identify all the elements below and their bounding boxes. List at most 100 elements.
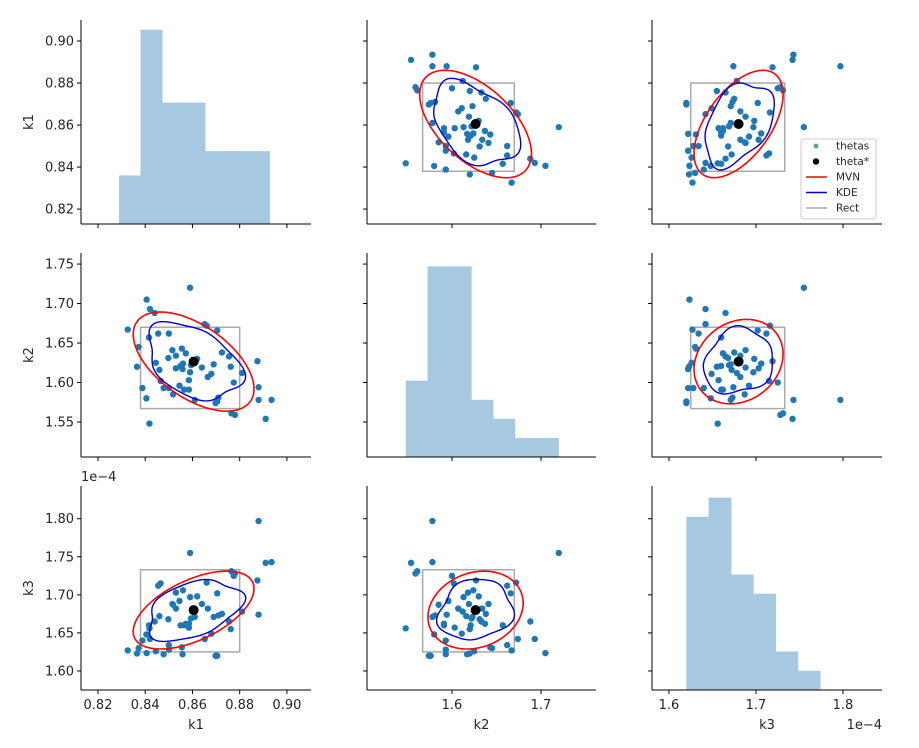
theta-point xyxy=(691,169,699,177)
theta-point xyxy=(203,579,210,586)
hist-bar xyxy=(119,175,142,224)
theta-point xyxy=(727,119,734,127)
theta-point xyxy=(186,369,194,376)
theta-point xyxy=(469,613,476,621)
theta-point xyxy=(124,647,131,654)
theta-point xyxy=(466,87,473,95)
hist-bar xyxy=(405,380,429,457)
plot-area xyxy=(402,517,562,659)
hist-bar xyxy=(226,151,249,224)
theta-point xyxy=(427,99,434,107)
theta-star-point xyxy=(188,356,199,367)
theta-point xyxy=(684,147,692,154)
theta-star-point xyxy=(470,605,481,616)
kde-contour xyxy=(704,82,775,171)
theta-point xyxy=(790,396,797,404)
theta-point xyxy=(745,133,753,140)
panel-k2-vs-k3 xyxy=(648,253,882,461)
theta-point xyxy=(751,355,758,363)
theta-point xyxy=(751,117,758,125)
theta-point xyxy=(758,130,765,137)
mvn-ellipse xyxy=(418,69,533,179)
theta-point xyxy=(172,352,180,359)
theta-point xyxy=(472,577,480,584)
hist-bar xyxy=(514,437,538,457)
theta-point xyxy=(460,123,467,131)
mvn-ellipse xyxy=(427,570,525,650)
theta-point xyxy=(733,369,741,377)
x-scale-offset-k3: 1e−4 xyxy=(847,718,882,733)
theta-point xyxy=(402,160,409,167)
theta-point xyxy=(139,637,146,644)
theta-point xyxy=(146,305,154,313)
theta-point xyxy=(442,646,449,653)
theta-point xyxy=(152,359,160,366)
theta-point xyxy=(481,620,489,627)
hist-bar xyxy=(730,574,754,690)
theta-point xyxy=(198,364,206,371)
theta-point xyxy=(700,384,707,392)
theta-point xyxy=(754,327,761,334)
theta-point xyxy=(451,624,458,631)
theta-point xyxy=(157,580,164,587)
theta-point xyxy=(479,136,486,143)
theta-point xyxy=(186,549,194,557)
theta-point xyxy=(230,379,237,386)
theta-point xyxy=(555,549,562,557)
theta-point xyxy=(728,366,735,374)
theta-point xyxy=(429,119,436,127)
y-tick-label: 1.70 xyxy=(45,297,74,312)
theta-point xyxy=(715,376,722,384)
theta-point xyxy=(741,391,748,398)
plot-area xyxy=(683,51,844,186)
theta-point xyxy=(765,377,773,385)
theta-point xyxy=(487,131,494,138)
theta-point xyxy=(508,647,515,654)
panel-k3-vs-k1: 0.82 0.84 0.86 0.88 0.90 1.60 1.65 1.70 1.75 1.80 xyxy=(45,486,311,713)
hist-bar xyxy=(247,151,270,224)
theta-point xyxy=(430,162,438,170)
theta-point xyxy=(684,384,692,392)
theta-point xyxy=(435,601,442,608)
theta-point xyxy=(471,647,478,655)
theta-point xyxy=(689,179,696,186)
theta-point xyxy=(165,354,172,362)
theta-point xyxy=(268,558,275,566)
rect-region xyxy=(421,82,516,173)
theta-point xyxy=(722,155,729,162)
plot-area xyxy=(405,266,559,457)
theta-point xyxy=(790,51,797,58)
legend-marker-thetas xyxy=(813,143,819,149)
theta-point xyxy=(214,398,221,405)
theta-point xyxy=(729,394,736,401)
theta-point xyxy=(466,171,473,178)
theta-point xyxy=(688,359,695,366)
theta-point xyxy=(728,151,735,158)
theta-point xyxy=(763,330,770,337)
theta-point xyxy=(429,51,436,58)
theta-point xyxy=(182,620,190,627)
theta-point xyxy=(133,363,141,370)
theta-point xyxy=(481,127,489,135)
theta-point xyxy=(742,364,749,371)
theta-point xyxy=(214,590,221,597)
theta-point xyxy=(186,593,194,601)
hist-bar xyxy=(753,593,776,690)
theta-point xyxy=(169,601,177,608)
theta-point xyxy=(155,330,162,337)
theta-point xyxy=(512,579,520,586)
theta-point xyxy=(133,650,141,657)
theta-point xyxy=(488,644,496,652)
theta-point xyxy=(143,649,150,657)
theta-point xyxy=(160,651,167,658)
panel-k2-vs-k2 xyxy=(363,253,596,461)
theta-point xyxy=(837,396,844,404)
hist-bar xyxy=(797,670,821,690)
theta-point xyxy=(724,143,732,150)
theta-point xyxy=(754,99,761,107)
theta-point xyxy=(460,593,467,601)
theta-point xyxy=(225,353,233,360)
theta-point xyxy=(514,635,522,643)
y-tick-label: 1.60 xyxy=(45,664,74,679)
theta-point xyxy=(470,587,477,594)
